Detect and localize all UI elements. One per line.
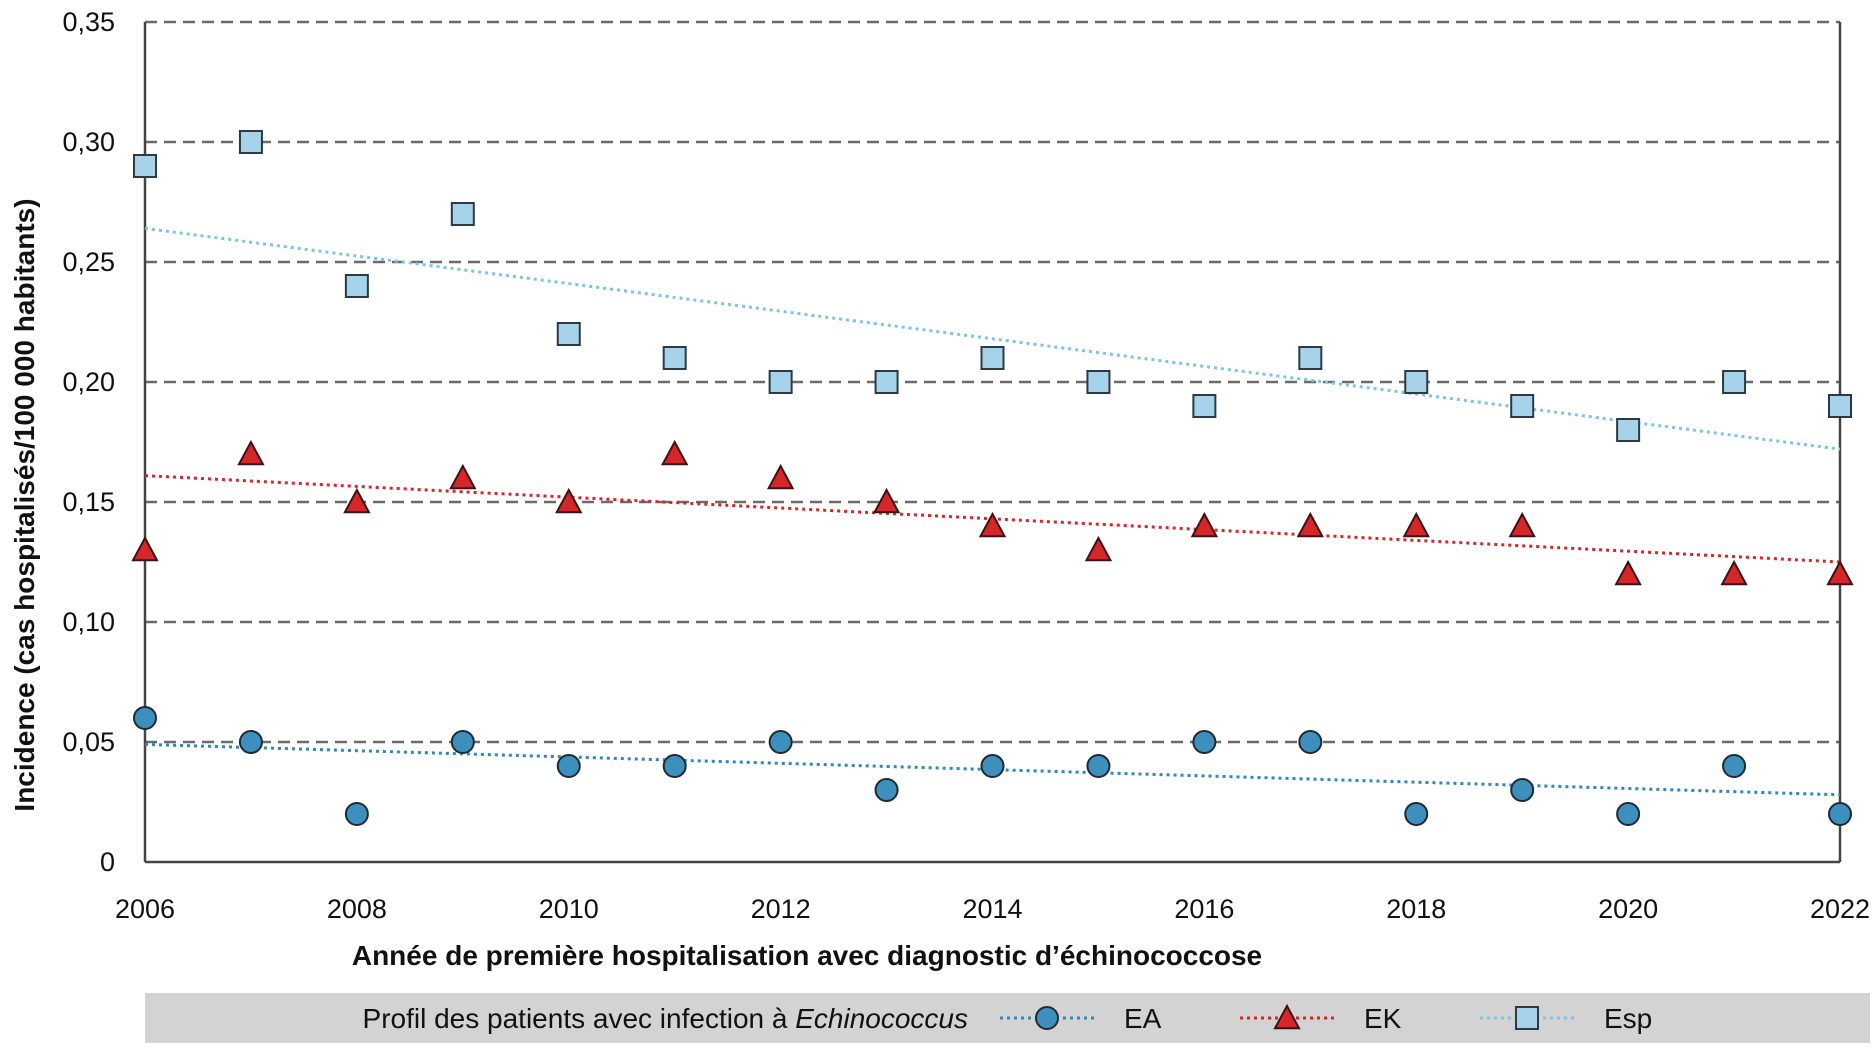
point-ek [1402, 511, 1430, 538]
point-esp [1086, 370, 1111, 394]
point-ea [344, 802, 369, 826]
point-ek [1296, 511, 1324, 538]
y-axis-title: Incidence (cas hospitalisés/100 000 habi… [9, 198, 40, 811]
point-esp [1828, 394, 1852, 418]
legend-title: Profil des patients avec infection à Ech… [363, 1003, 968, 1034]
point-ek [237, 439, 265, 466]
point-ea [450, 730, 475, 754]
tick-labels: 0 0,05 0,10 0,15 0,20 0,25 0,30 0,35 2006 2008 201… [62, 7, 1870, 924]
y-tick-label: 0,25 [62, 247, 115, 277]
point-ek [766, 463, 795, 490]
x-tick-label: 2008 [327, 894, 387, 924]
point-ea [1616, 802, 1641, 826]
x-tick-label: 2010 [539, 894, 599, 924]
point-esp [874, 370, 899, 394]
point-ek [661, 439, 689, 466]
point-ea [1404, 802, 1429, 826]
legend: Profil des patients avec infection à Ech… [145, 993, 1870, 1043]
y-tick-label: 0,15 [62, 487, 115, 517]
point-esp [662, 346, 687, 370]
point-esp [1616, 418, 1641, 442]
point-ek [1508, 511, 1536, 538]
point-esp [980, 346, 1005, 370]
point-ek [555, 487, 583, 514]
point-esp [1298, 346, 1323, 370]
axes [143, 22, 1842, 864]
point-ek [449, 463, 477, 490]
y-tick-label: 0,35 [62, 7, 115, 37]
point-ek [343, 487, 371, 514]
point-ea [1086, 754, 1111, 778]
point-ek [1614, 559, 1642, 586]
legend-items: EA EK Esp [1000, 1003, 1652, 1034]
legend-title-italic: Echinococcus [795, 1003, 968, 1034]
legend-label-esp: Esp [1604, 1003, 1652, 1034]
trendline-esp [144, 226, 1841, 451]
legend-marker-esp [1515, 1006, 1539, 1030]
point-esp [768, 370, 793, 394]
x-tick-label: 2020 [1598, 894, 1658, 924]
point-ea [662, 754, 687, 778]
point-ea [238, 730, 263, 754]
point-esp [1510, 394, 1535, 418]
point-ea [556, 754, 581, 778]
point-ea [1298, 730, 1323, 754]
point-ek [1084, 535, 1113, 562]
point-ek [1720, 559, 1748, 586]
point-esp [133, 154, 157, 178]
point-esp [450, 202, 475, 226]
y-tick-label: 0 [100, 847, 115, 877]
point-esp [1192, 394, 1217, 418]
point-ea [1828, 802, 1852, 826]
legend-label-ea: EA [1124, 1003, 1162, 1034]
legend-title-prefix: Profil des patients avec infection à [363, 1003, 788, 1034]
point-ea [980, 754, 1005, 778]
y-tick-label: 0,10 [62, 607, 115, 637]
point-ea [133, 706, 157, 730]
point-ea [1192, 730, 1217, 754]
grid [145, 20, 1840, 744]
point-esp [1722, 370, 1747, 394]
point-esp [1404, 370, 1429, 394]
point-esp [556, 322, 581, 346]
x-axis-title: Année de première hospitalisation avec d… [352, 940, 1262, 971]
point-ek [978, 511, 1007, 538]
point-ek [1826, 559, 1854, 586]
point-ea [1722, 754, 1747, 778]
legend-marker-ea [1035, 1006, 1059, 1030]
point-ek [131, 535, 159, 562]
x-tick-label: 2012 [751, 894, 811, 924]
point-esp [238, 130, 263, 154]
y-tick-label: 0,20 [62, 367, 115, 397]
x-tick-label: 2006 [115, 894, 175, 924]
point-ea [768, 730, 793, 754]
data-points [131, 130, 1854, 826]
x-tick-label: 2022 [1810, 894, 1870, 924]
point-esp [344, 274, 369, 298]
x-tick-label: 2014 [962, 894, 1022, 924]
point-ek [1190, 511, 1219, 538]
y-tick-label: 0,30 [62, 127, 115, 157]
point-ea [1510, 778, 1535, 802]
trendlines [144, 226, 1841, 797]
x-tick-label: 2018 [1386, 894, 1446, 924]
point-ea [874, 778, 899, 802]
y-tick-label: 0,05 [62, 727, 115, 757]
point-ek [872, 487, 901, 514]
legend-label-ek: EK [1364, 1003, 1402, 1034]
x-tick-label: 2016 [1174, 894, 1234, 924]
legend-marker-ek [1273, 1003, 1301, 1030]
